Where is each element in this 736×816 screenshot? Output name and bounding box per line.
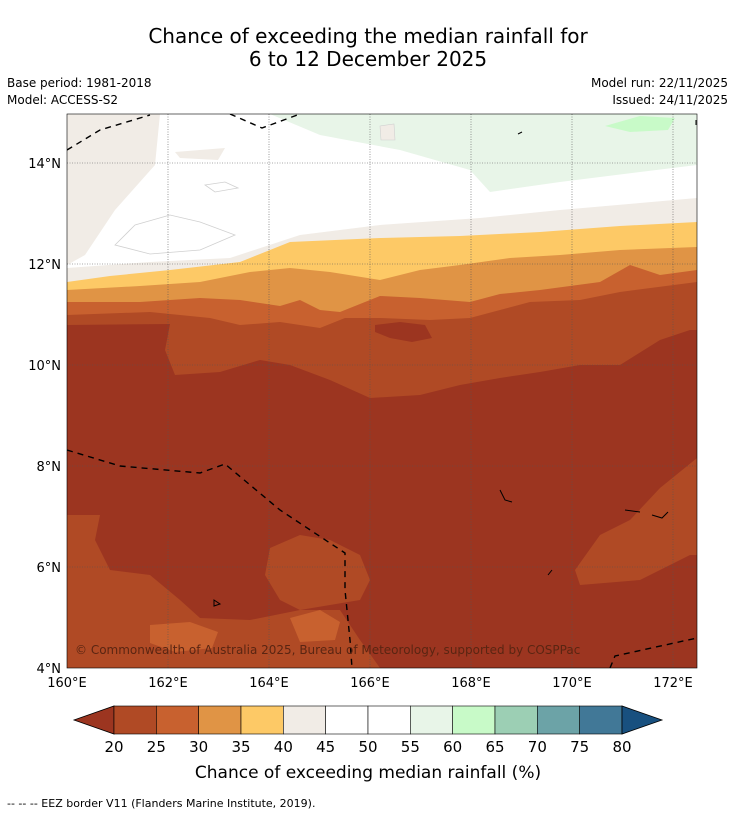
lat-tick-label: 4°N [37, 662, 62, 677]
colorbar-segment [452, 705, 496, 735]
colorbar-tick-label: 50 [358, 738, 377, 756]
title-line-1: Chance of exceeding the median rainfall … [148, 24, 588, 48]
eez-border [67, 114, 697, 668]
colorbar-tick-label: 40 [274, 738, 293, 756]
islands [213, 120, 697, 607]
title-line-2: 6 to 12 December 2025 [248, 47, 488, 71]
colorbar-tick-label: 70 [528, 738, 547, 756]
lon-tick-label: 170°E [552, 676, 592, 691]
colorbar-segment [325, 705, 369, 735]
lat-tick-label: 14°N [28, 157, 61, 172]
colorbar-segment [494, 705, 538, 735]
colorbar-segment [579, 705, 623, 735]
rainfall-contours: © Commonwealth of Australia 2025, Bureau… [67, 114, 697, 668]
colorbar-segment [367, 705, 411, 735]
colorbar-tick-label: 65 [485, 738, 504, 756]
colorbar-tick-label: 35 [231, 738, 250, 756]
lon-tick-label: 160°E [47, 676, 87, 691]
lon-tick-label: 162°E [148, 676, 188, 691]
lat-tick-label: 12°N [28, 258, 61, 273]
colorbar-extend-high [621, 705, 664, 735]
lon-tick-label: 172°E [653, 676, 693, 691]
eez-footnote: -- -- -- EEZ border V11 (Flanders Marine… [7, 797, 316, 810]
colorbar-tick-label: 80 [612, 738, 631, 756]
model-run: Model run: 22/11/2025 [590, 76, 728, 90]
issued-date: Issued: 24/11/2025 [612, 93, 728, 107]
colorbar-tick-label: 75 [570, 738, 589, 756]
lat-tick-label: 10°N [28, 359, 61, 374]
lon-tick-label: 166°E [350, 676, 390, 691]
colorbar-tick-label: 55 [401, 738, 420, 756]
colorbar-segment [113, 705, 157, 735]
lat-tick-label: 8°N [37, 460, 62, 475]
colorbar-tick-label: 30 [189, 738, 208, 756]
base-period: Base period: 1981-2018 [7, 76, 152, 90]
lon-tick-label: 164°E [249, 676, 289, 691]
model-name: Model: ACCESS-S2 [7, 93, 119, 107]
graticule [67, 114, 697, 668]
copyright-notice: © Commonwealth of Australia 2025, Bureau… [75, 643, 580, 657]
colorbar-title: Chance of exceeding median rainfall (%) [194, 763, 542, 783]
lat-tick-label: 6°N [37, 561, 62, 576]
colorbar-tick-label: 60 [443, 738, 462, 756]
colorbar-segment [198, 705, 242, 735]
colorbar-tick-label: 25 [147, 738, 166, 756]
colorbar-tick-label: 45 [316, 738, 335, 756]
colorbar: 20 25 30 35 40 45 50 55 60 65 70 75 80 [72, 705, 664, 756]
colorbar-extend-low [72, 705, 115, 735]
colorbar-tick-label: 20 [104, 738, 123, 756]
colorbar-segment [156, 705, 199, 735]
colorbar-segment [240, 705, 284, 735]
colorbar-segment [537, 705, 580, 735]
colorbar-segment [283, 705, 326, 735]
lon-tick-label: 168°E [451, 676, 491, 691]
colorbar-segment [410, 705, 453, 735]
